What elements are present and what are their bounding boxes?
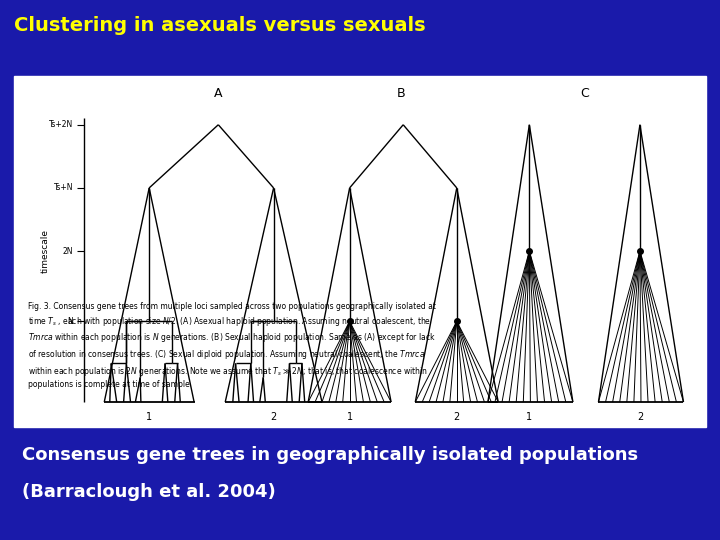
Text: Fig. 3. Consensus gene trees from multiple loci sampled across two populations g: Fig. 3. Consensus gene trees from multip… — [28, 302, 436, 389]
Text: N: N — [68, 317, 73, 326]
Text: 2: 2 — [271, 411, 276, 422]
Text: Ts+N: Ts+N — [54, 184, 73, 192]
Text: Consensus gene trees in geographically isolated populations: Consensus gene trees in geographically i… — [22, 446, 638, 463]
Text: 1: 1 — [346, 411, 353, 422]
Text: B: B — [397, 86, 406, 100]
Text: (Barraclough et al. 2004): (Barraclough et al. 2004) — [22, 483, 275, 501]
Text: timescale: timescale — [41, 229, 50, 273]
Text: 2: 2 — [454, 411, 460, 422]
Text: C: C — [580, 86, 589, 100]
Text: 2: 2 — [636, 411, 643, 422]
Text: 1: 1 — [526, 411, 532, 422]
Text: A: A — [214, 86, 222, 100]
Text: Ts+2N: Ts+2N — [49, 120, 73, 129]
Text: 1: 1 — [146, 411, 152, 422]
Text: Clustering in asexuals versus sexuals: Clustering in asexuals versus sexuals — [14, 16, 426, 35]
Text: 2N: 2N — [63, 247, 73, 255]
